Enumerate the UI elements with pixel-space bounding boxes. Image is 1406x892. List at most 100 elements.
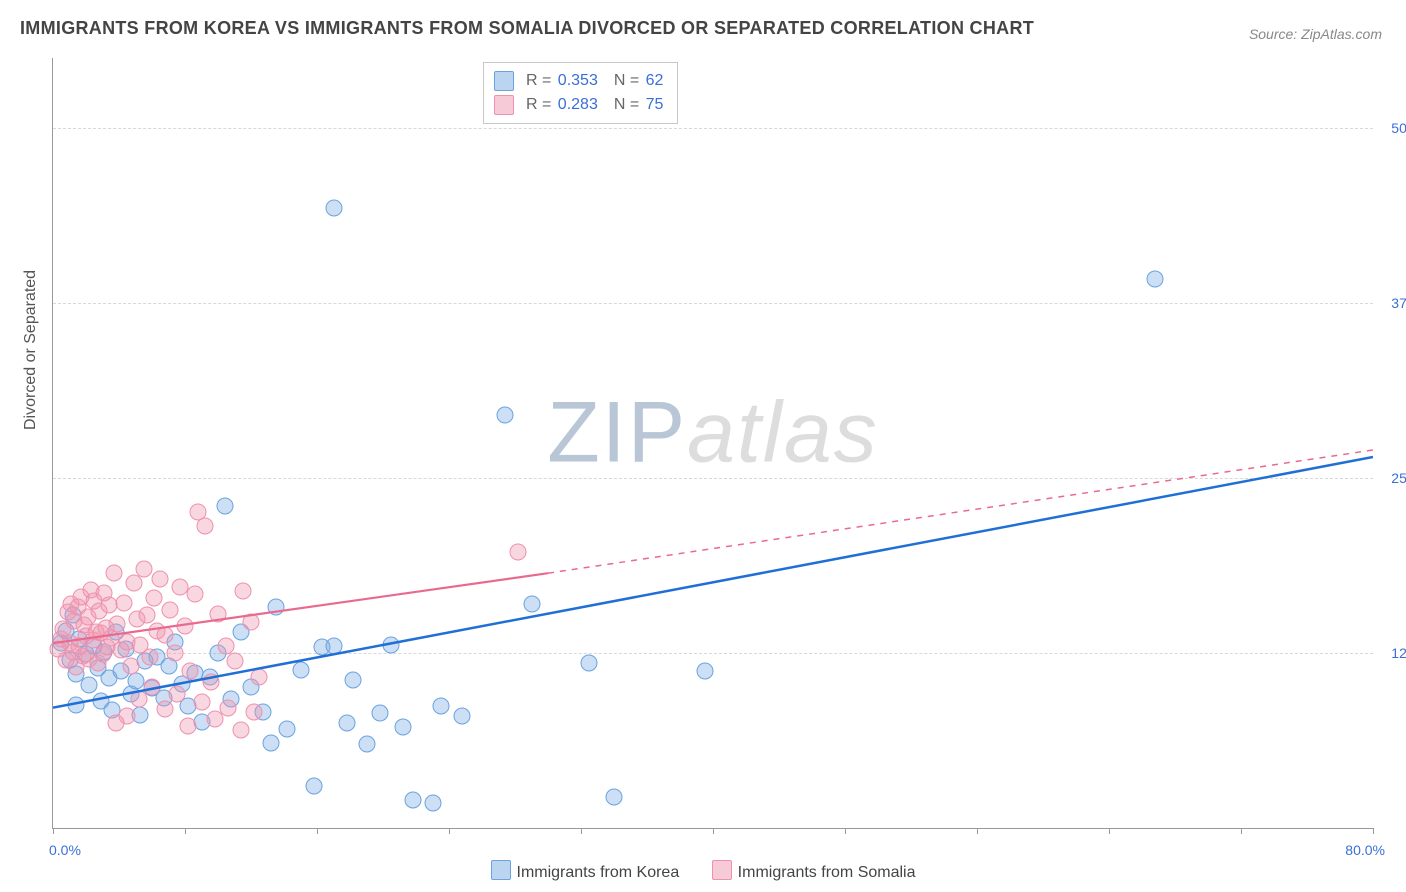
data-point-somalia: [139, 607, 156, 624]
x-axis-tick: [1109, 828, 1110, 834]
data-point-korea: [454, 708, 471, 725]
data-point-somalia: [157, 626, 174, 643]
data-point-somalia: [234, 583, 251, 600]
data-point-somalia: [109, 615, 126, 632]
legend: Immigrants from Korea Immigrants from So…: [0, 860, 1406, 882]
data-point-somalia: [157, 701, 174, 718]
gridline: [53, 653, 1373, 654]
data-point-somalia: [233, 722, 250, 739]
data-point-somalia: [510, 544, 527, 561]
x-axis-tick: [581, 828, 582, 834]
x-axis-tick: [1373, 828, 1374, 834]
data-point-somalia: [226, 653, 243, 670]
n-value-somalia: 75: [646, 96, 664, 113]
correlation-stats-box: R = 0.353 N = 62 R = 0.283 N = 75: [483, 62, 678, 124]
legend-swatch-somalia: [712, 860, 732, 880]
data-point-korea: [696, 663, 713, 680]
data-point-somalia: [251, 668, 268, 685]
data-point-korea: [371, 705, 388, 722]
y-axis-tick-label: 50.0%: [1391, 120, 1406, 136]
r-value-korea: 0.353: [558, 72, 598, 89]
data-point-korea: [523, 596, 540, 613]
data-point-korea: [325, 638, 342, 655]
x-axis-tick: [1241, 828, 1242, 834]
data-point-somalia: [142, 649, 159, 666]
data-point-somalia: [152, 570, 169, 587]
data-point-somalia: [196, 517, 213, 534]
data-point-somalia: [246, 703, 263, 720]
trend-line-somalia-dashed: [548, 450, 1373, 573]
n-value-korea: 62: [646, 72, 664, 89]
x-axis-tick: [845, 828, 846, 834]
n-label: N =: [614, 72, 639, 89]
data-point-somalia: [181, 663, 198, 680]
watermark-atlas: atlas: [687, 385, 879, 481]
data-point-korea: [338, 715, 355, 732]
legend-label-somalia: Immigrants from Somalia: [738, 864, 916, 881]
data-point-korea: [267, 598, 284, 615]
stats-row-somalia: R = 0.283 N = 75: [494, 93, 663, 117]
data-point-korea: [292, 661, 309, 678]
data-point-korea: [404, 792, 421, 809]
data-point-somalia: [186, 586, 203, 603]
swatch-somalia: [494, 95, 514, 115]
y-axis-tick-label: 37.5%: [1391, 295, 1406, 311]
x-axis-max-label: 80.0%: [1345, 842, 1385, 858]
data-point-somalia: [193, 694, 210, 711]
x-axis-tick: [317, 828, 318, 834]
data-point-somalia: [180, 717, 197, 734]
data-point-korea: [305, 778, 322, 795]
data-point-somalia: [218, 638, 235, 655]
chart-title: IMMIGRANTS FROM KOREA VS IMMIGRANTS FROM…: [20, 18, 1034, 39]
legend-item-korea: Immigrants from Korea: [491, 864, 680, 881]
n-label: N =: [614, 96, 639, 113]
r-label: R =: [526, 96, 551, 113]
legend-label-korea: Immigrants from Korea: [517, 864, 680, 881]
data-point-somalia: [107, 715, 124, 732]
data-point-korea: [497, 407, 514, 424]
data-point-somalia: [106, 565, 123, 582]
gridline: [53, 128, 1373, 129]
data-point-korea: [432, 698, 449, 715]
x-axis-tick: [713, 828, 714, 834]
gridline: [53, 303, 1373, 304]
data-point-korea: [81, 677, 98, 694]
x-axis-tick: [977, 828, 978, 834]
legend-swatch-korea: [491, 860, 511, 880]
data-point-korea: [127, 673, 144, 690]
legend-item-somalia: Immigrants from Somalia: [712, 864, 916, 881]
data-point-somalia: [130, 691, 147, 708]
data-point-somalia: [210, 605, 227, 622]
data-point-somalia: [122, 657, 139, 674]
data-point-korea: [325, 199, 342, 216]
data-point-korea: [68, 696, 85, 713]
source-name: ZipAtlas.com: [1301, 26, 1382, 42]
r-label: R =: [526, 72, 551, 89]
watermark-zip: ZIP: [547, 385, 687, 481]
data-point-somalia: [177, 618, 194, 635]
x-axis-tick: [53, 828, 54, 834]
data-point-korea: [262, 734, 279, 751]
y-axis-title: Divorced or Separated: [22, 270, 40, 430]
data-point-somalia: [167, 645, 184, 662]
x-axis-tick: [185, 828, 186, 834]
data-point-somalia: [203, 674, 220, 691]
y-axis-tick-label: 25.0%: [1391, 470, 1406, 486]
data-point-korea: [279, 720, 296, 737]
swatch-korea: [494, 71, 514, 91]
data-point-korea: [581, 654, 598, 671]
source-attribution: Source: ZipAtlas.com: [1249, 26, 1382, 42]
r-value-somalia: 0.283: [558, 96, 598, 113]
data-point-korea: [394, 719, 411, 736]
data-point-somalia: [135, 561, 152, 578]
y-axis-tick-label: 12.5%: [1391, 645, 1406, 661]
data-point-somalia: [145, 590, 162, 607]
x-axis-min-label: 0.0%: [49, 842, 81, 858]
data-point-somalia: [125, 575, 142, 592]
data-point-korea: [345, 671, 362, 688]
data-point-somalia: [115, 594, 132, 611]
data-point-korea: [424, 794, 441, 811]
data-point-korea: [1147, 271, 1164, 288]
gridline: [53, 478, 1373, 479]
data-point-somalia: [243, 614, 260, 631]
